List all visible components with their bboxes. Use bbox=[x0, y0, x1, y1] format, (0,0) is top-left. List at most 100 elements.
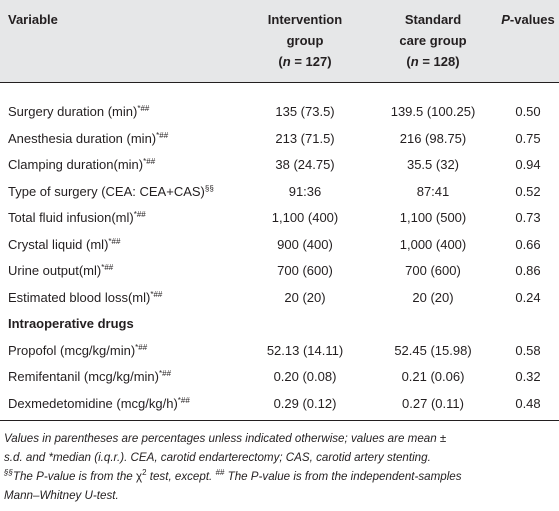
variable-cell: Clamping duration(min)*## bbox=[8, 157, 155, 173]
header-cell: Intervention bbox=[268, 12, 342, 28]
variable-name: Crystal liquid (ml) bbox=[8, 236, 109, 252]
p-cell: 0.73 bbox=[515, 210, 541, 225]
p-cell: 0.48 bbox=[515, 395, 541, 411]
standard-cell: 87:41 bbox=[416, 183, 450, 199]
p-cell: 0.94 bbox=[515, 157, 541, 172]
standard-cell: 1,100 (500) bbox=[399, 210, 467, 225]
variable-mark: §§ bbox=[204, 183, 214, 193]
standard-cell: 35.5 (32) bbox=[406, 157, 460, 172]
variable-name: Clamping duration(min) bbox=[8, 157, 144, 172]
variable-cell: Total fluid infusion(ml)*## bbox=[8, 210, 146, 226]
header-rule bbox=[0, 82, 559, 83]
variable-mark: *## bbox=[101, 263, 114, 272]
variable-cell: Crystal liquid (ml)*## bbox=[8, 237, 120, 253]
text-segment: The P-value is from the bbox=[12, 470, 136, 483]
variable-name: Surgery duration (min) bbox=[8, 104, 138, 119]
p-cell: 0.66 bbox=[515, 236, 541, 252]
intervention-cell: 0.20 (0.08) bbox=[273, 369, 337, 384]
bottom-rule bbox=[0, 420, 559, 421]
intervention-cell: 20 (20) bbox=[284, 289, 326, 305]
intervention-cell: 91:36 bbox=[288, 183, 322, 199]
variable-mark: *## bbox=[177, 395, 190, 405]
header-cell: group bbox=[287, 33, 324, 49]
text-segment: = 128) bbox=[418, 54, 460, 69]
header-cell: (n = 128) bbox=[406, 54, 459, 70]
intervention-cell: 52.13 (14.11) bbox=[266, 342, 344, 358]
p-cell: 0.32 bbox=[515, 369, 541, 384]
header-cell: (n = 127) bbox=[278, 54, 331, 70]
p-cell: 0.50 bbox=[515, 104, 541, 119]
header-cell: P-values bbox=[501, 12, 554, 28]
variable-cell: Urine output(ml)*## bbox=[8, 263, 113, 279]
standard-cell: 0.27 (0.11) bbox=[402, 395, 464, 411]
text-segment: care group bbox=[399, 33, 467, 48]
p-cell: 0.24 bbox=[515, 289, 541, 305]
variable-mark: *## bbox=[150, 289, 163, 299]
variable-cell: Surgery duration (min)*## bbox=[8, 104, 149, 120]
text-segment: ( bbox=[278, 54, 283, 69]
section-label: Intraoperative drugs bbox=[8, 316, 134, 331]
variable-name: Anesthesia duration (min) bbox=[8, 130, 157, 146]
text-segment: test, except. bbox=[146, 470, 216, 483]
intervention-cell: 900 (400) bbox=[277, 236, 333, 252]
intervention-cell: 213 (71.5) bbox=[275, 130, 335, 146]
text-segment: §§ bbox=[4, 468, 13, 477]
text-segment: ( bbox=[406, 54, 411, 69]
standard-cell: 1,000 (400) bbox=[399, 236, 467, 252]
variable-name: Total fluid infusion(ml) bbox=[8, 210, 134, 225]
text-segment: Values in parentheses are percentages un… bbox=[4, 432, 447, 445]
p-cell: 0.86 bbox=[515, 263, 541, 278]
variable-mark: *## bbox=[156, 130, 169, 140]
text-segment: ## bbox=[215, 468, 225, 477]
variable-cell: Type of surgery (CEA: CEA+CAS)§§ bbox=[8, 184, 214, 200]
text-segment: group bbox=[286, 33, 324, 48]
variable-cell: Dexmedetomidine (mcg/kg/h)*## bbox=[8, 396, 190, 412]
standard-cell: 216 (98.75) bbox=[399, 130, 467, 146]
variable-mark: *## bbox=[159, 369, 172, 378]
variable-name: Propofol (mcg/kg/min) bbox=[8, 342, 136, 358]
p-cell: 0.52 bbox=[515, 183, 541, 199]
text-segment: s.d. and *median (i.q.r.). CEA, carotid … bbox=[4, 451, 431, 464]
variable-name: Dexmedetomidine (mcg/kg/h) bbox=[8, 395, 178, 411]
variable-mark: *## bbox=[135, 342, 148, 352]
variable-mark: *## bbox=[137, 104, 150, 113]
variable-name: Remifentanil (mcg/kg/min) bbox=[8, 369, 159, 384]
intervention-cell: 1,100 (400) bbox=[271, 210, 339, 225]
standard-cell: 52.45 (15.98) bbox=[394, 342, 472, 358]
footnote-line: Values in parentheses are percentages un… bbox=[4, 431, 446, 446]
standard-cell: 20 (20) bbox=[412, 289, 454, 305]
text-segment: = 127) bbox=[290, 54, 332, 69]
variable-name: Estimated blood loss(ml) bbox=[8, 289, 151, 305]
footnote-line: Mann–Whitney U-test. bbox=[4, 488, 119, 503]
p-cell: 0.75 bbox=[515, 130, 541, 146]
header-cell: Variable bbox=[8, 12, 58, 28]
text-segment: χ bbox=[135, 470, 143, 483]
text-segment: n bbox=[282, 54, 291, 69]
header-background bbox=[0, 0, 559, 82]
variable-cell: Anesthesia duration (min)*## bbox=[8, 131, 168, 147]
intervention-cell: 0.29 (0.12) bbox=[273, 395, 337, 411]
variable-name: Urine output(ml) bbox=[8, 263, 102, 278]
variable-mark: *## bbox=[133, 210, 146, 219]
text-segment: The P-value is from the independent-samp… bbox=[224, 470, 462, 483]
variable-name: Type of surgery (CEA: CEA+CAS) bbox=[8, 183, 205, 199]
footnote-line: s.d. and *median (i.q.r.). CEA, carotid … bbox=[4, 450, 431, 465]
intervention-cell: 135 (73.5) bbox=[275, 104, 335, 119]
text-segment: Standard bbox=[404, 12, 462, 27]
text-segment: Intervention bbox=[267, 12, 343, 27]
variable-mark: *## bbox=[143, 157, 156, 166]
text-segment: P bbox=[501, 12, 510, 27]
text-segment: Variable bbox=[8, 12, 58, 27]
variable-cell: Estimated blood loss(ml)*## bbox=[8, 290, 162, 306]
intervention-cell: 700 (600) bbox=[277, 263, 333, 278]
standard-cell: 0.21 (0.06) bbox=[401, 369, 465, 384]
variable-mark: *## bbox=[108, 236, 121, 246]
header-cell: care group bbox=[399, 33, 466, 49]
p-cell: 0.58 bbox=[515, 342, 541, 358]
text-segment: 2 bbox=[142, 468, 147, 477]
intervention-cell: 38 (24.75) bbox=[275, 157, 335, 172]
text-segment: -values bbox=[509, 12, 555, 27]
header-cell: Standard bbox=[405, 12, 461, 28]
variable-cell: Propofol (mcg/kg/min)*## bbox=[8, 343, 147, 359]
